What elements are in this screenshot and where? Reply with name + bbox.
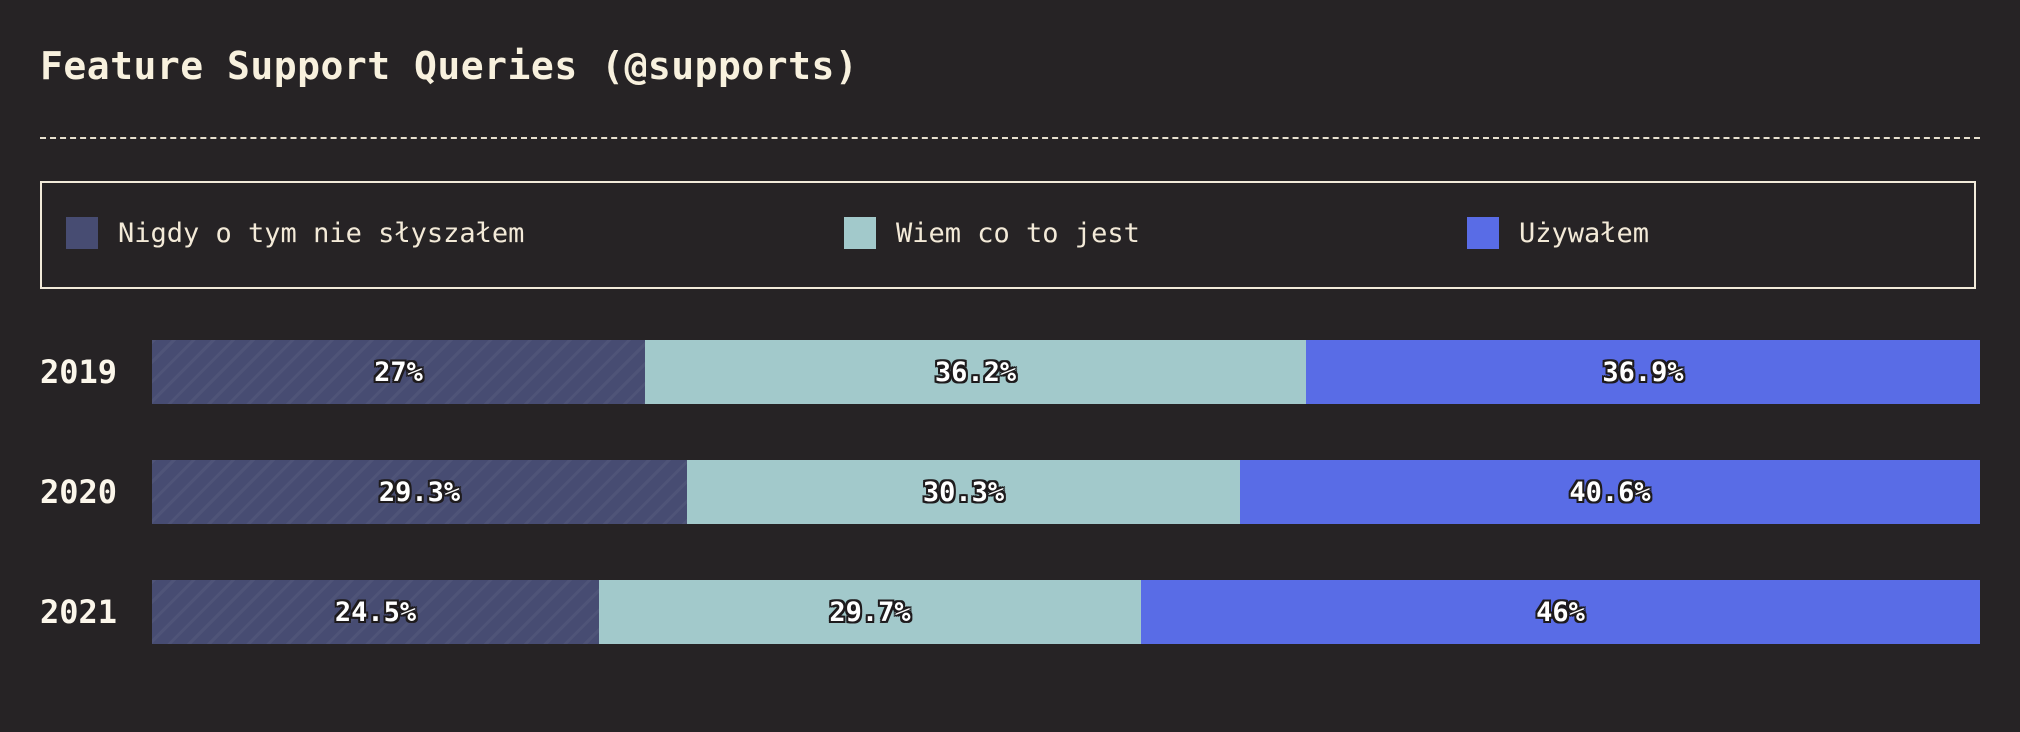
row-label-2021: 2021 xyxy=(40,593,118,631)
legend-swatch-never-heard xyxy=(66,217,98,249)
legend-label-never-heard: Nigdy o tym nie słyszałem xyxy=(118,217,525,249)
data-label-used-it-2020: 40.6% xyxy=(1569,476,1651,508)
data-label-never-heard-2020: 29.3% xyxy=(378,476,461,508)
legend-label-know-what-it-is: Wiem co to jest xyxy=(896,217,1140,249)
bar-segment-never-heard-2020[interactable]: 29.3% xyxy=(152,460,687,524)
bar-segment-never-heard-2021[interactable]: 24.5% xyxy=(152,580,599,644)
legend-swatch-know-what-it-is xyxy=(844,217,876,249)
bar-row-2019: 27% 36.2% 36.9% xyxy=(152,340,1980,404)
bar-segment-used-it-2021[interactable]: 46% xyxy=(1141,580,1980,644)
legend-item-never-heard[interactable]: Nigdy o tym nie słyszałem xyxy=(66,217,524,249)
bar-segment-used-it-2019[interactable]: 36.9% xyxy=(1306,340,1980,404)
legend: Nigdy o tym nie słyszałem Wiem co to jes… xyxy=(40,181,1976,289)
data-label-used-it-2019: 36.9% xyxy=(1602,356,1684,388)
legend-swatch-used-it xyxy=(1467,217,1499,249)
bar-segment-know-what-it-is-2021[interactable]: 29.7% xyxy=(599,580,1141,644)
data-label-know-what-it-is-2020: 30.3% xyxy=(922,476,1005,508)
data-label-know-what-it-is-2019: 36.2% xyxy=(934,356,1017,388)
data-label-never-heard-2019: 27% xyxy=(374,356,423,388)
chart-title: Feature Support Queries (@supports) xyxy=(40,44,859,88)
data-label-never-heard-2021: 24.5% xyxy=(334,596,417,628)
bar-row-2020: 29.3% 30.3% 40.6% xyxy=(152,460,1980,524)
bar-segment-used-it-2020[interactable]: 40.6% xyxy=(1240,460,1980,524)
row-label-2020: 2020 xyxy=(40,473,118,511)
bar-segment-never-heard-2019[interactable]: 27% xyxy=(152,340,645,404)
data-label-used-it-2021: 46% xyxy=(1536,596,1585,628)
row-label-2019: 2019 xyxy=(40,353,118,391)
data-label-know-what-it-is-2021: 29.7% xyxy=(829,596,911,628)
bar-segment-know-what-it-is-2020[interactable]: 30.3% xyxy=(687,460,1240,524)
title-divider xyxy=(40,137,1980,139)
legend-label-used-it: Używałem xyxy=(1519,217,1650,249)
bar-row-2021: 24.5% 29.7% 46% xyxy=(152,580,1980,644)
legend-item-know-what-it-is[interactable]: Wiem co to jest xyxy=(844,217,1140,249)
legend-item-used-it[interactable]: Używałem xyxy=(1467,217,1649,249)
bar-segment-know-what-it-is-2019[interactable]: 36.2% xyxy=(645,340,1306,404)
